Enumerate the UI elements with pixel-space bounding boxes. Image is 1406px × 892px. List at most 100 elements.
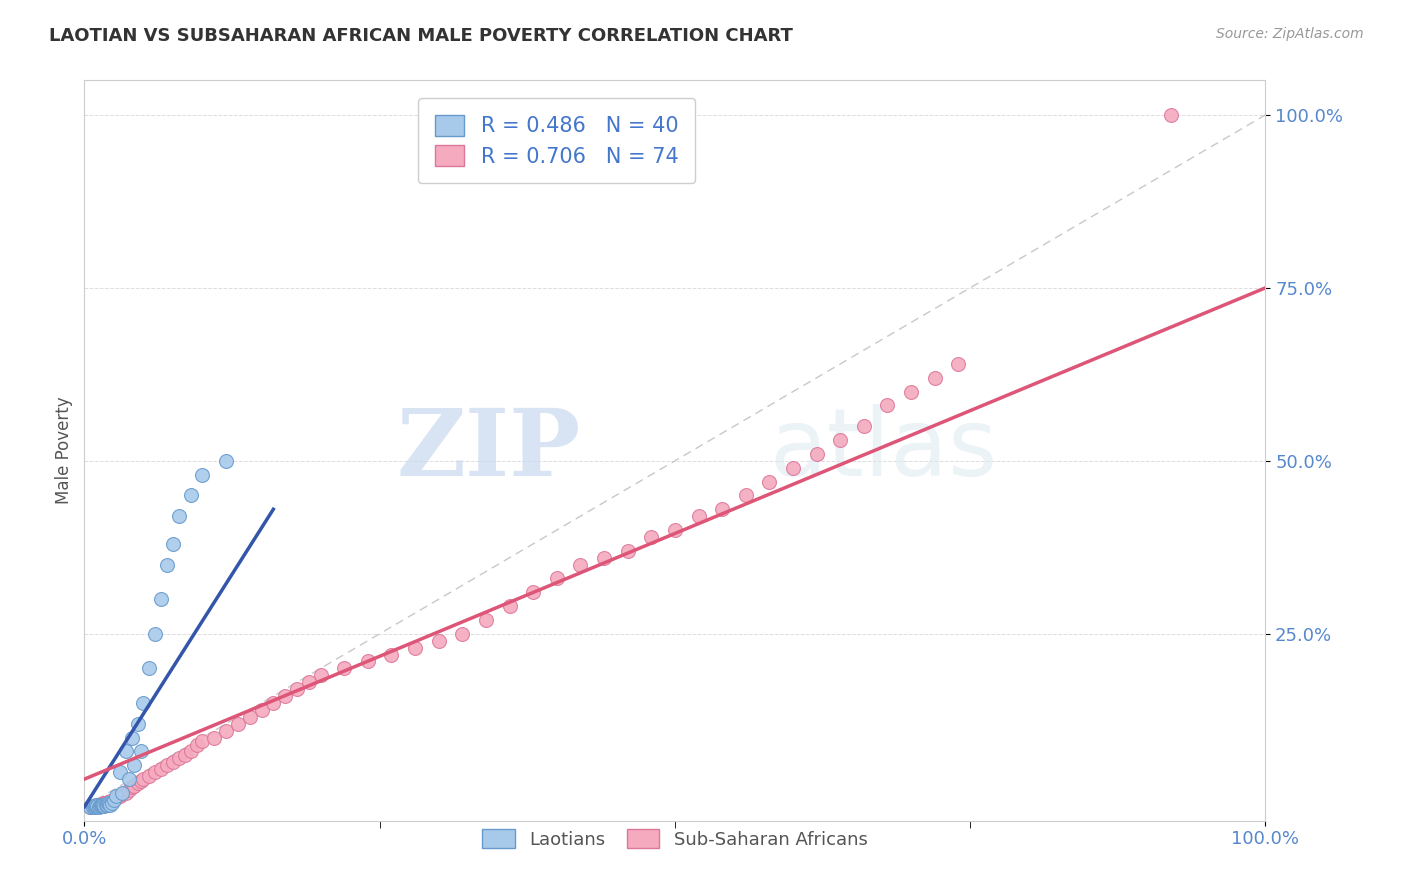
Point xyxy=(593,550,616,565)
Point xyxy=(876,399,898,413)
Point xyxy=(262,696,284,710)
Point xyxy=(202,731,225,745)
Point xyxy=(156,758,179,772)
Point xyxy=(162,537,184,551)
Point xyxy=(758,475,780,489)
Point xyxy=(122,758,145,772)
Point xyxy=(91,798,114,813)
Point xyxy=(103,793,125,807)
Point xyxy=(806,447,828,461)
Text: ZIP: ZIP xyxy=(396,406,581,495)
Point xyxy=(86,799,108,814)
Point xyxy=(122,779,145,793)
Point xyxy=(91,797,114,811)
Point xyxy=(84,798,107,813)
Point xyxy=(167,509,190,524)
Point xyxy=(93,797,115,811)
Point xyxy=(91,797,114,812)
Point xyxy=(121,780,143,795)
Point xyxy=(475,613,498,627)
Point xyxy=(91,797,114,812)
Point xyxy=(250,703,273,717)
Point xyxy=(129,773,152,788)
Point xyxy=(191,734,214,748)
Point xyxy=(180,744,202,758)
Point xyxy=(309,668,332,682)
Point xyxy=(688,509,710,524)
Point xyxy=(451,627,474,641)
Point xyxy=(546,572,568,586)
Point xyxy=(97,797,120,811)
Point xyxy=(108,789,131,804)
Point xyxy=(108,765,131,780)
Point xyxy=(357,655,380,669)
Point xyxy=(83,799,105,814)
Point xyxy=(138,661,160,675)
Point xyxy=(84,799,107,814)
Point xyxy=(79,799,101,814)
Point xyxy=(87,799,110,814)
Text: atlas: atlas xyxy=(769,404,998,497)
Point xyxy=(111,788,134,802)
Point xyxy=(274,689,297,703)
Point xyxy=(143,765,166,780)
Point xyxy=(91,799,114,814)
Point xyxy=(94,796,117,810)
Point xyxy=(114,786,136,800)
Point xyxy=(84,799,107,814)
Point xyxy=(93,799,115,814)
Point xyxy=(96,798,118,813)
Point xyxy=(96,797,118,811)
Point xyxy=(114,744,136,758)
Point xyxy=(569,558,592,572)
Point xyxy=(900,384,922,399)
Point xyxy=(150,592,173,607)
Point xyxy=(121,731,143,745)
Point xyxy=(90,797,112,811)
Point xyxy=(82,799,104,814)
Point xyxy=(180,488,202,502)
Point xyxy=(127,775,149,789)
Point xyxy=(105,791,128,805)
Point xyxy=(239,710,262,724)
Point xyxy=(97,795,120,809)
Point xyxy=(143,627,166,641)
Point xyxy=(734,488,756,502)
Point xyxy=(98,797,121,811)
Point xyxy=(498,599,520,614)
Text: LAOTIAN VS SUBSAHARAN AFRICAN MALE POVERTY CORRELATION CHART: LAOTIAN VS SUBSAHARAN AFRICAN MALE POVER… xyxy=(49,27,793,45)
Point xyxy=(924,371,946,385)
Point xyxy=(94,797,117,812)
Point xyxy=(380,648,402,662)
Point xyxy=(90,798,112,813)
Point xyxy=(83,799,105,814)
Point xyxy=(186,738,208,752)
Point xyxy=(285,682,308,697)
Point xyxy=(156,558,179,572)
Point xyxy=(522,585,544,599)
Point xyxy=(89,798,111,813)
Point xyxy=(118,772,141,786)
Point xyxy=(100,796,122,810)
Point xyxy=(103,793,125,807)
Point xyxy=(215,454,238,468)
Point xyxy=(404,640,426,655)
Point xyxy=(333,661,356,675)
Point xyxy=(150,762,173,776)
Point xyxy=(427,633,450,648)
Point xyxy=(664,523,686,537)
Point xyxy=(1160,108,1182,122)
Point xyxy=(87,797,110,812)
Point xyxy=(226,716,249,731)
Point xyxy=(782,460,804,475)
Point xyxy=(616,543,638,558)
Point xyxy=(79,799,101,814)
Y-axis label: Male Poverty: Male Poverty xyxy=(55,397,73,504)
Text: Source: ZipAtlas.com: Source: ZipAtlas.com xyxy=(1216,27,1364,41)
Point xyxy=(84,798,107,813)
Point xyxy=(711,502,734,516)
Point xyxy=(640,530,662,544)
Point xyxy=(98,794,121,808)
Point xyxy=(129,744,152,758)
Point xyxy=(132,696,155,710)
